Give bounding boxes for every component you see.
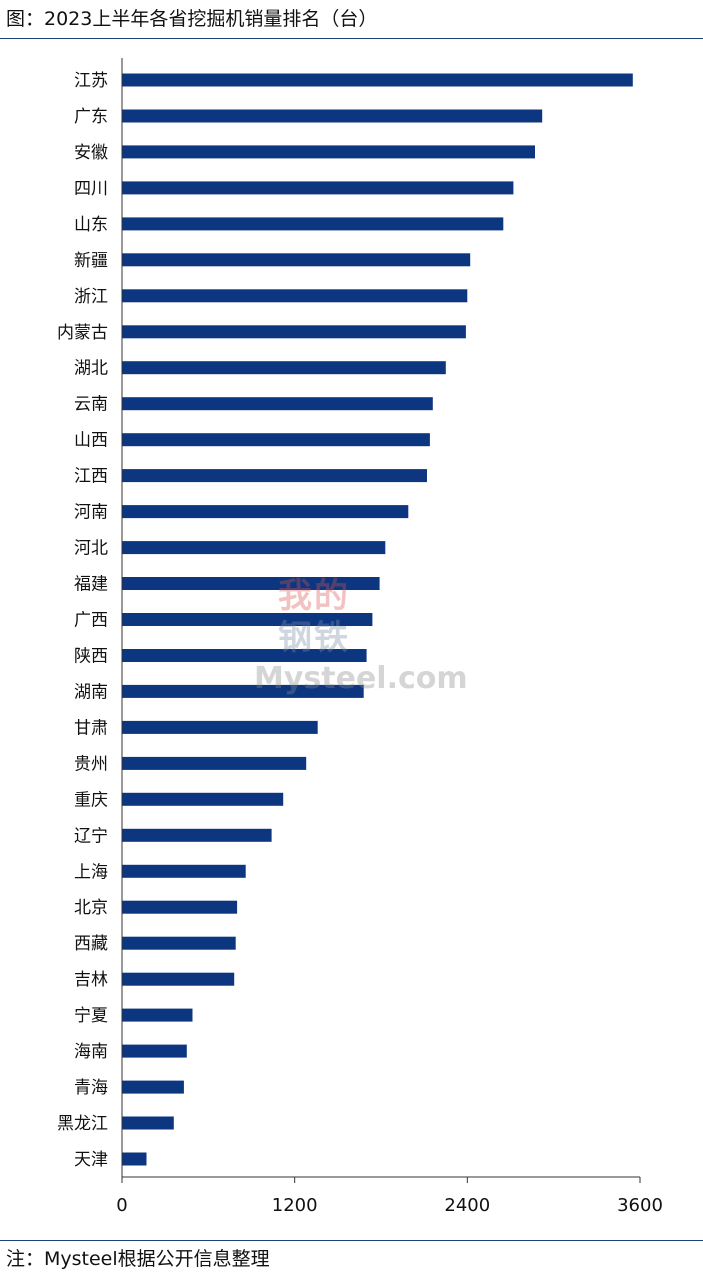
- bar-24: [122, 936, 236, 950]
- bar-14: [122, 577, 380, 590]
- category-label-22: 上海: [74, 862, 108, 882]
- category-label-11: 江西: [74, 467, 108, 487]
- category-label-10: 山西: [74, 431, 108, 451]
- bar-11: [122, 469, 427, 483]
- bar-0: [122, 73, 633, 87]
- category-label-17: 湖南: [74, 682, 108, 702]
- category-label-6: 浙江: [74, 287, 108, 307]
- x-tick-label-3: 3600: [617, 1195, 663, 1216]
- bar-18: [122, 720, 318, 734]
- category-label-3: 四川: [74, 179, 108, 199]
- category-label-1: 广东: [74, 107, 108, 127]
- footer-note: 注：Mysteel根据公开信息整理: [6, 1248, 270, 1270]
- bar-20: [122, 792, 284, 806]
- bar-13: [122, 541, 386, 555]
- category-label-4: 山东: [74, 215, 108, 235]
- bar-29: [122, 1116, 174, 1130]
- category-label-5: 新疆: [74, 251, 108, 271]
- bar-9: [122, 397, 433, 411]
- bar-12: [122, 505, 409, 519]
- category-label-28: 青海: [74, 1078, 108, 1098]
- category-label-14: 福建: [74, 575, 108, 595]
- bar-17: [122, 684, 364, 698]
- x-tick-label-0: 0: [116, 1195, 127, 1216]
- category-label-24: 西藏: [74, 934, 108, 954]
- chart-title: 图：2023上半年各省挖掘机销量排名（台）: [6, 8, 378, 30]
- bar-19: [122, 756, 307, 770]
- bar-30: [122, 1152, 147, 1166]
- category-label-20: 重庆: [74, 790, 108, 810]
- x-tick-label-2: 2400: [444, 1195, 490, 1216]
- bar-2: [122, 145, 535, 159]
- bar-7: [122, 325, 466, 339]
- category-label-8: 湖北: [74, 359, 108, 379]
- bar-16: [122, 649, 367, 662]
- category-label-23: 北京: [74, 898, 108, 918]
- category-label-12: 河南: [74, 503, 108, 523]
- bar-23: [122, 900, 238, 914]
- bar-8: [122, 361, 446, 375]
- bar-22: [122, 864, 246, 878]
- bar-5: [122, 253, 471, 267]
- category-label-26: 宁夏: [74, 1006, 108, 1026]
- category-label-19: 贵州: [74, 754, 108, 774]
- bar-27: [122, 1044, 187, 1058]
- category-label-25: 吉林: [74, 970, 108, 990]
- chart-footer: 注：Mysteel根据公开信息整理: [0, 1240, 703, 1281]
- category-label-9: 云南: [74, 395, 108, 415]
- bar-25: [122, 972, 235, 986]
- bar-1: [122, 109, 543, 123]
- category-label-30: 天津: [74, 1150, 108, 1170]
- category-label-29: 黑龙江: [57, 1114, 108, 1134]
- bar-6: [122, 289, 468, 303]
- category-label-27: 海南: [74, 1042, 108, 1062]
- category-label-0: 江苏: [74, 71, 108, 91]
- category-label-16: 陕西: [74, 647, 108, 667]
- category-label-13: 河北: [74, 539, 108, 559]
- chart-header: 图：2023上半年各省挖掘机销量排名（台）: [0, 0, 703, 39]
- bar-26: [122, 1008, 193, 1022]
- bar-21: [122, 828, 272, 842]
- category-label-21: 辽宁: [74, 826, 108, 846]
- bar-3: [122, 181, 514, 195]
- category-label-15: 广西: [74, 611, 108, 631]
- bar-15: [122, 613, 373, 626]
- x-tick-label-1: 1200: [272, 1195, 318, 1216]
- category-label-7: 内蒙古: [57, 323, 108, 343]
- bar-4: [122, 217, 504, 231]
- bar-10: [122, 433, 430, 447]
- bar-28: [122, 1080, 184, 1094]
- category-label-2: 安徽: [74, 143, 108, 163]
- category-label-18: 甘肃: [74, 718, 108, 738]
